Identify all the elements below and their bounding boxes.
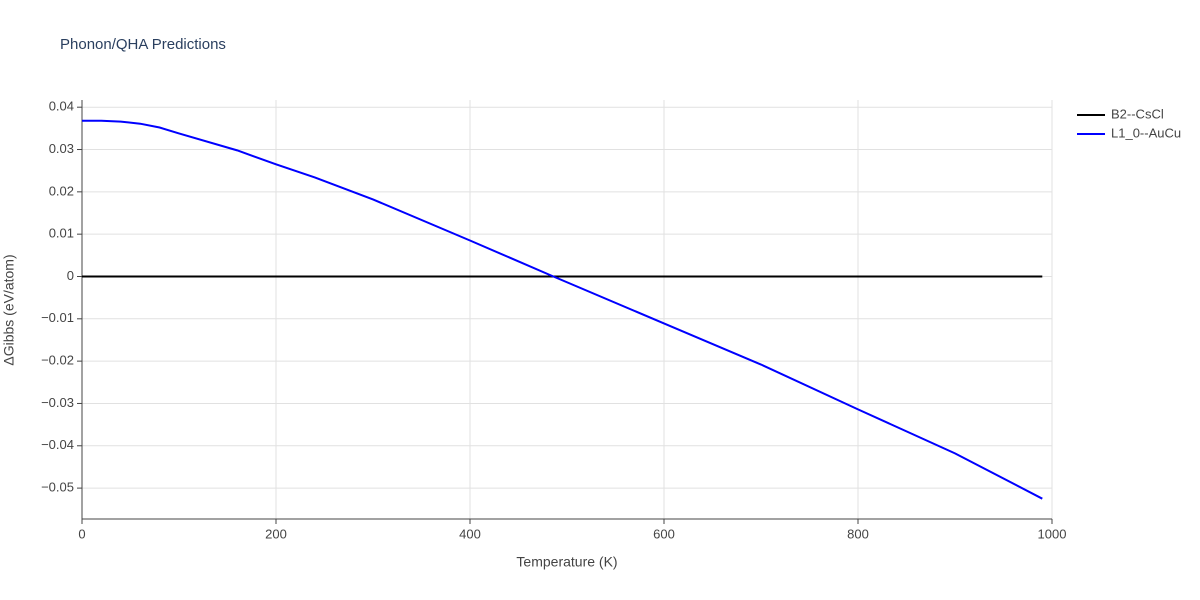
x-tick-label: 0: [78, 526, 85, 541]
y-tick-label: −0.01: [41, 310, 74, 325]
x-tick-label: 1000: [1038, 526, 1067, 541]
y-tick-label: 0.01: [49, 226, 74, 241]
x-tick-label: 600: [653, 526, 675, 541]
y-tick-label: −0.05: [41, 480, 74, 495]
y-tick-label: −0.02: [41, 353, 74, 368]
y-axis-title: ΔGibbs (eV/atom): [1, 254, 17, 365]
y-tick-label: −0.03: [41, 395, 74, 410]
line: [82, 119, 1043, 500]
y-tick-label: −0.04: [41, 437, 74, 452]
x-tick-label: 200: [265, 526, 287, 541]
x-tick-label: 800: [847, 526, 869, 541]
legend-label: B2--CsCl: [1111, 106, 1164, 121]
x-axis-title: Temperature (K): [516, 554, 617, 570]
chart-title: Phonon/QHA Predictions: [60, 36, 226, 53]
y-tick-label: 0: [67, 268, 74, 283]
y-tick-label: 0.02: [49, 183, 74, 198]
y-tick-label: 0.03: [49, 141, 74, 156]
x-tick-label: 400: [459, 526, 481, 541]
legend-label: L1_0--AuCu: [1111, 125, 1181, 140]
y-tick-label: 0.04: [49, 99, 74, 114]
